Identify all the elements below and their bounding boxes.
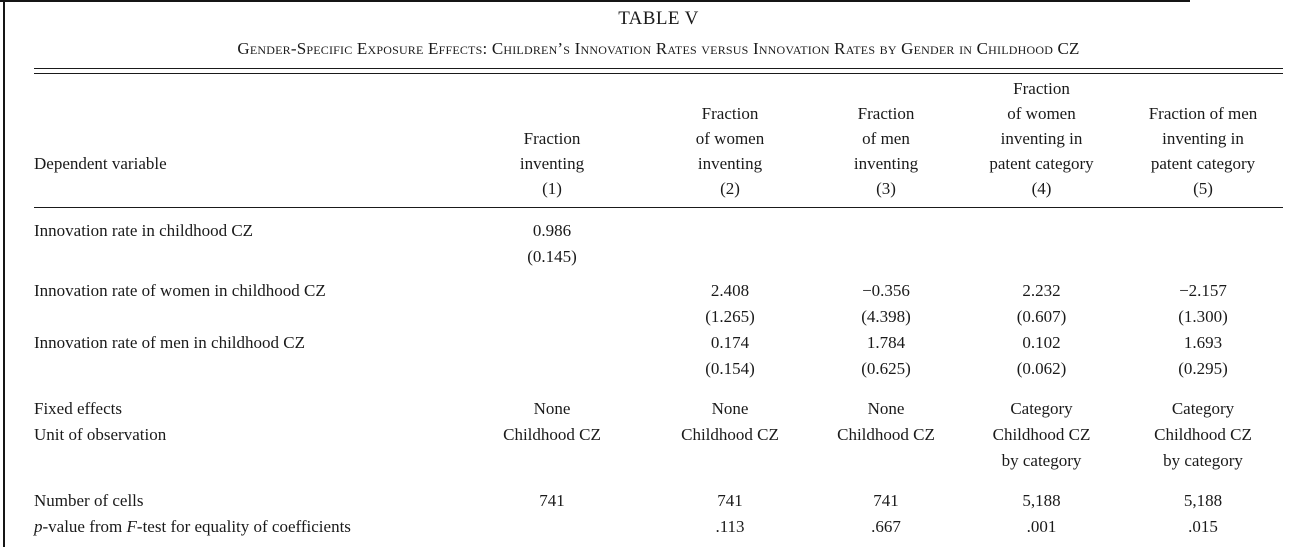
estimate-cell: 1.784 — [866, 333, 906, 352]
estimate-cell: 2.408 — [710, 281, 750, 300]
table-row-estimate: Innovation rate of men in childhood CZ 0… — [34, 330, 1283, 356]
table-row-number-of-cells: Number of cells 741 741 741 5,188 5,188 — [34, 474, 1283, 514]
column-header-text: Fraction of men inventing — [853, 104, 919, 173]
estimate-cell: −0.356 — [862, 281, 910, 300]
unit-cell: Childhood CZ — [681, 425, 779, 444]
column-header-3: Fraction of men inventing (3) — [812, 76, 960, 208]
estimate-cell: 2.232 — [1022, 281, 1061, 300]
cells-count-cell: 741 — [539, 491, 565, 510]
fixed-effects-cell: Category — [1171, 399, 1235, 418]
column-number: (3) — [876, 179, 896, 198]
column-header-4: Fraction of women inventing in patent ca… — [960, 76, 1123, 208]
page-left-border — [3, 0, 5, 547]
page-top-border — [0, 0, 1190, 2]
table-subtitle: Gender-Specific Exposure Effects: Childr… — [237, 39, 1080, 58]
double-rule — [34, 68, 1283, 74]
std-error-cell: (4.398) — [861, 307, 911, 326]
p-value-cell: .015 — [1188, 517, 1218, 536]
fixed-effects-cell: None — [867, 399, 905, 418]
row-label: Innovation rate in childhood CZ — [34, 221, 254, 240]
estimate-cell: 0.174 — [710, 333, 750, 352]
estimate-cell: 1.693 — [1183, 333, 1223, 352]
table-row-fixed-effects: Fixed effects None None None Category Ca… — [34, 382, 1283, 422]
p-value-label-rest: -test for equality of coefficients — [136, 517, 351, 536]
column-number: (1) — [542, 179, 562, 198]
std-error-cell: (0.154) — [705, 359, 755, 378]
column-header-text: Fraction of men inventing in patent cate… — [1148, 104, 1258, 173]
header-row: Dependent variable Fraction inventing (1… — [34, 76, 1283, 208]
table-row-std-error: (0.154) (0.625) (0.062) (0.295) — [34, 356, 1283, 382]
estimate-cell — [456, 330, 648, 356]
fixed-effects-cell: Category — [1010, 399, 1073, 418]
cells-count-cell: 5,188 — [1022, 491, 1061, 510]
std-error-cell — [1123, 244, 1283, 270]
std-error-cell: (0.607) — [1016, 307, 1067, 326]
column-number: (4) — [1031, 179, 1052, 198]
p-symbol: p — [34, 517, 43, 536]
cells-count-cell: 741 — [717, 491, 743, 510]
table-row-p-value: p-value from F-test for equality of coef… — [34, 514, 1283, 540]
column-header-text: Fraction of women inventing in patent ca… — [989, 79, 1094, 173]
estimate-cell: −2.157 — [1179, 281, 1227, 300]
column-header-1: Fraction inventing (1) — [456, 76, 648, 208]
table-title: TABLE V — [618, 8, 699, 29]
std-error-cell — [960, 244, 1123, 270]
unit-cell: Childhood CZ by category — [992, 425, 1091, 470]
estimate-cell — [960, 208, 1123, 245]
table-row-estimate: Innovation rate in childhood CZ 0.986 — [34, 208, 1283, 245]
std-error-cell: (1.265) — [705, 307, 755, 326]
row-label-empty — [34, 304, 456, 330]
estimate-cell: 0.102 — [1022, 333, 1061, 352]
std-error-cell: (0.145) — [527, 247, 577, 266]
p-value-label-mid: -value from — [42, 517, 127, 536]
f-symbol: F — [126, 517, 137, 536]
column-header-text: Fraction of women inventing — [695, 104, 765, 173]
estimate-cell — [1123, 208, 1283, 245]
std-error-cell: (1.300) — [1178, 307, 1228, 326]
std-error-cell: (0.062) — [1016, 359, 1067, 378]
std-error-cell — [648, 244, 812, 270]
std-error-cell — [812, 244, 960, 270]
fixed-effects-cell: None — [711, 399, 749, 418]
estimate-cell — [812, 208, 960, 245]
row-label-empty — [34, 356, 456, 382]
row-label: Number of cells — [34, 491, 144, 510]
std-error-cell — [456, 356, 648, 382]
cells-count-cell: 741 — [873, 491, 899, 510]
column-number: (5) — [1193, 179, 1213, 198]
unit-cell: Childhood CZ — [503, 425, 601, 444]
std-error-cell — [456, 304, 648, 330]
p-value-cell — [456, 514, 648, 540]
table-row-std-error: (1.265) (4.398) (0.607) (1.300) — [34, 304, 1283, 330]
results-table: Dependent variable Fraction inventing (1… — [34, 76, 1283, 540]
unit-cell: Childhood CZ by category — [1154, 425, 1252, 470]
estimate-cell: 0.986 — [532, 221, 572, 240]
row-label-empty — [34, 244, 456, 270]
column-header-text: Fraction inventing — [519, 129, 585, 173]
std-error-cell: (0.295) — [1178, 359, 1228, 378]
estimate-cell — [648, 208, 812, 245]
unit-cell: Childhood CZ — [837, 425, 935, 444]
column-number: (2) — [720, 179, 740, 198]
row-label: Fixed effects — [34, 399, 122, 418]
fixed-effects-cell: None — [533, 399, 571, 418]
std-error-cell: (0.625) — [861, 359, 911, 378]
column-header-2: Fraction of women inventing (2) — [648, 76, 812, 208]
table-content: TABLE V Gender-Specific Exposure Effects… — [34, 6, 1283, 540]
p-value-cell: .113 — [715, 517, 745, 536]
row-label: Innovation rate of men in childhood CZ — [34, 333, 305, 352]
p-value-cell: .001 — [1026, 517, 1057, 536]
row-label: Unit of observation — [34, 425, 167, 444]
cells-count-cell: 5,188 — [1183, 491, 1223, 510]
row-label: Innovation rate of women in childhood CZ — [34, 281, 326, 300]
table-row-estimate: Innovation rate of women in childhood CZ… — [34, 270, 1283, 304]
column-header-5: Fraction of men inventing in patent cate… — [1123, 76, 1283, 208]
row-label: p-value from F-test for equality of coef… — [34, 514, 456, 540]
dependent-variable-header: Dependent variable — [34, 76, 456, 208]
estimate-cell — [456, 270, 648, 304]
p-value-cell: .667 — [871, 517, 901, 536]
table-row-unit-of-observation: Unit of observation Childhood CZ Childho… — [34, 422, 1283, 474]
table-row-std-error: (0.145) — [34, 244, 1283, 270]
